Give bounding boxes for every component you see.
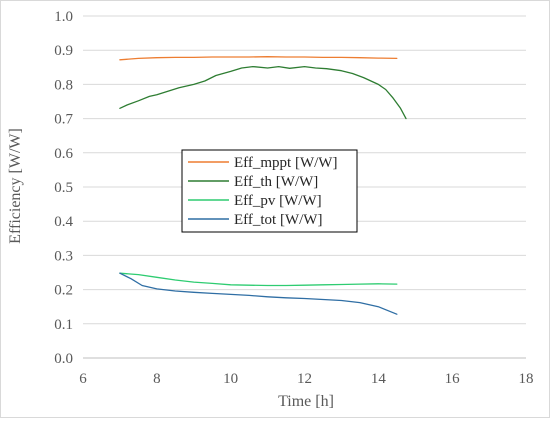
y-tick-label: 0.8 [54, 77, 73, 93]
x-tick-label: 18 [519, 371, 534, 387]
x-axis-title: Time [h] [278, 393, 334, 410]
series-line-1 [119, 56, 398, 61]
legend-label: Eff_th [W/W] [234, 174, 318, 190]
y-tick-label: 0.1 [54, 317, 73, 333]
y-tick-label: 1.0 [54, 9, 73, 25]
series-line-2 [119, 65, 407, 120]
x-tick-label: 12 [297, 371, 312, 387]
series-lines [119, 56, 407, 315]
y-axis-title: Efficiency [W/W] [7, 128, 24, 244]
y-tick-label: 0.6 [54, 146, 73, 162]
y-tick-label: 0.3 [54, 248, 73, 264]
series-line-4 [119, 272, 398, 315]
y-tick-label: 0.7 [54, 112, 73, 128]
legend-label: Eff_pv [W/W] [234, 193, 322, 209]
legend: Eff_mppt [W/W] Eff_th [W/W] Eff_pv [W/W] Ef… [181, 149, 358, 233]
x-tick-label: 8 [153, 371, 161, 387]
y-tick-label: 0.4 [54, 214, 73, 230]
y-tick-labels: 0.0 0.1 0.2 0.3 0.4 0.5 0.6 0.7 0.8 0.9 1.0 [54, 9, 73, 367]
legend-label: Eff_mppt [W/W] [234, 155, 337, 171]
x-tick-label: 14 [371, 371, 387, 387]
legend-label: Eff_tot [W/W] [234, 212, 322, 228]
series-line-3 [119, 272, 398, 287]
y-tick-label: 0.2 [54, 283, 73, 299]
x-tick-label: 6 [79, 371, 87, 387]
y-tick-label: 0.9 [54, 43, 73, 59]
x-tick-labels: 6 8 10 12 14 16 18 [79, 371, 533, 387]
x-tick-label: 10 [223, 371, 238, 387]
y-tick-label: 0.0 [54, 351, 73, 367]
y-tick-label: 0.5 [54, 180, 73, 196]
x-tick-label: 16 [445, 371, 461, 387]
